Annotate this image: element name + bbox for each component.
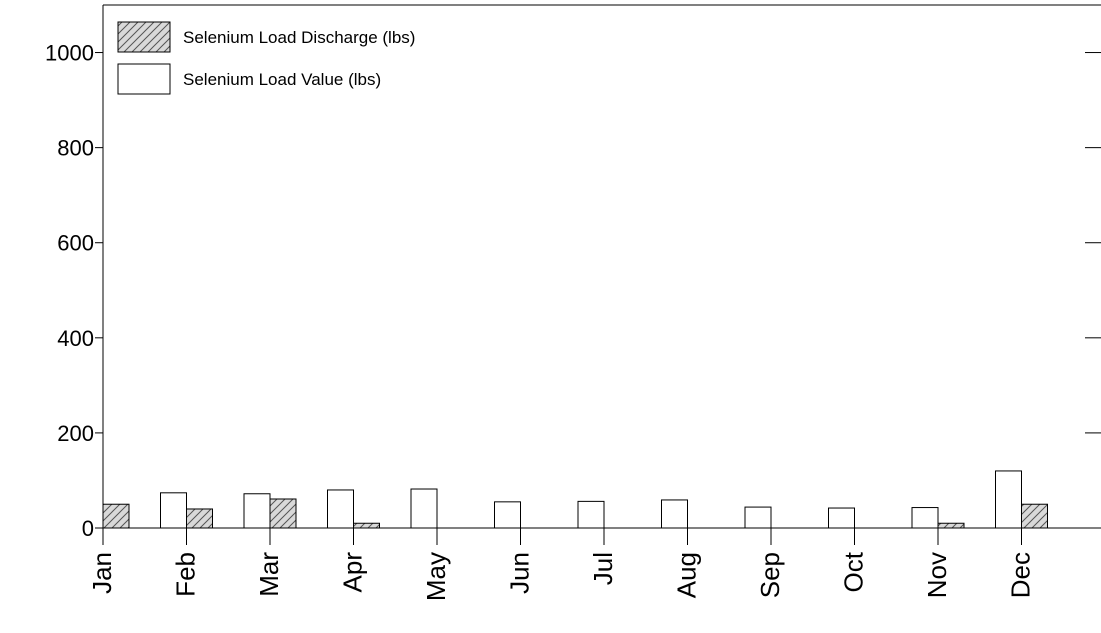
x-tick-label: Jan [87, 552, 117, 594]
x-tick-label: Mar [254, 552, 284, 597]
bar [102, 503, 130, 529]
y-tick-label: 800 [57, 136, 94, 161]
x-tick-label: Oct [839, 551, 869, 592]
bar [911, 507, 939, 529]
y-tick-label: 0 [82, 516, 94, 541]
bar [744, 506, 772, 529]
y-tick-label: 600 [57, 231, 94, 256]
x-tick-label: Dec [1006, 552, 1036, 598]
bar [410, 488, 438, 529]
x-tick-label: Aug [672, 552, 702, 598]
x-tick-label: Jul [588, 552, 618, 585]
bar [494, 501, 521, 529]
bar [269, 498, 297, 529]
legend-swatch [117, 21, 171, 53]
y-tick-label: 200 [57, 421, 94, 446]
bar [577, 500, 605, 529]
legend-label: Selenium Load Discharge (lbs) [183, 28, 415, 47]
bar [243, 493, 271, 529]
x-tick-label: Jun [505, 552, 535, 594]
bar [327, 489, 354, 529]
bar [186, 508, 213, 529]
y-tick-label: 400 [57, 326, 94, 351]
bar [160, 492, 187, 529]
legend-swatch [117, 63, 171, 95]
bar [828, 507, 855, 529]
bar [353, 522, 380, 529]
y-tick-label: 1000 [45, 41, 94, 66]
x-tick-label: Feb [171, 552, 201, 597]
bar [995, 470, 1022, 529]
bar [937, 522, 965, 529]
x-tick-label: Nov [922, 552, 952, 598]
bar [661, 499, 688, 529]
x-tick-label: May [421, 552, 451, 601]
x-tick-label: Apr [338, 552, 368, 593]
legend-label: Selenium Load Value (lbs) [183, 70, 381, 89]
x-tick-label: Sep [755, 552, 785, 598]
bar [1021, 503, 1048, 529]
